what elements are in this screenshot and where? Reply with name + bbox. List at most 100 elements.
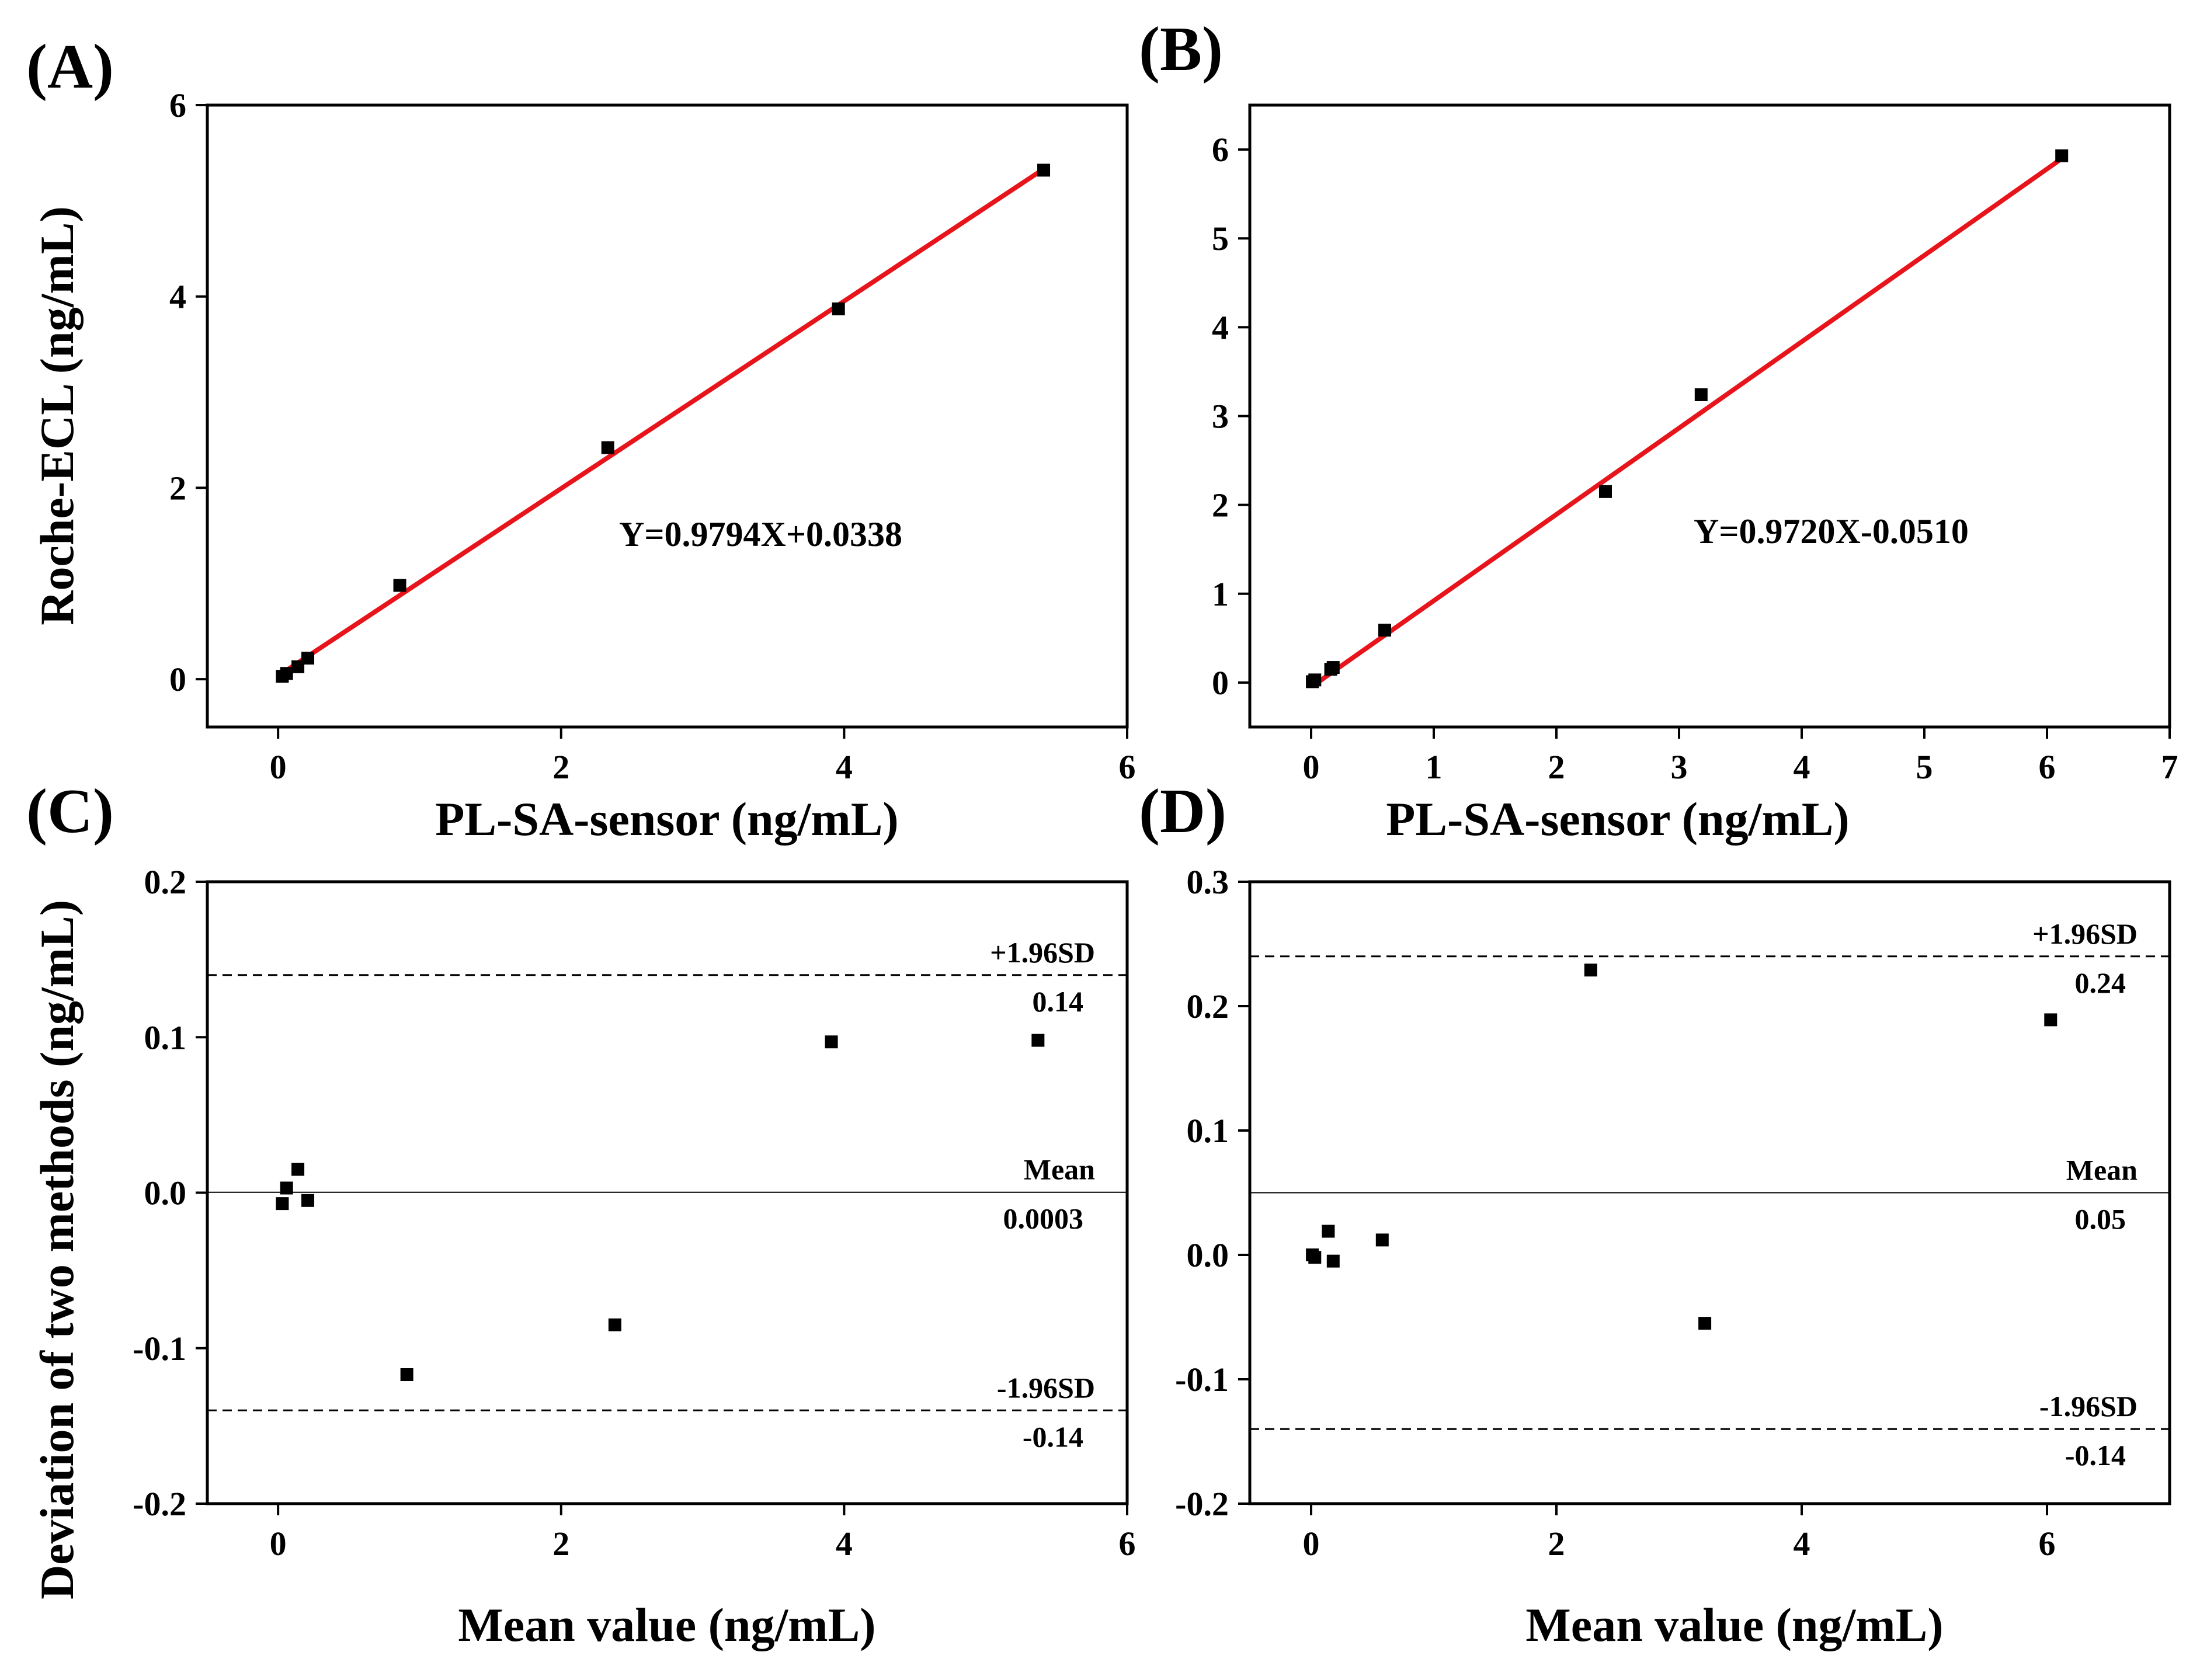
x-tick-label: 2 [1548, 1525, 1565, 1563]
ref-line-value: -0.14 [1023, 1420, 1083, 1453]
panel-label: (B) [1139, 15, 1223, 84]
y-tick-label: 2 [1212, 486, 1229, 524]
x-axis-title: Mean value (ng/mL) [1525, 1598, 1943, 1651]
data-point [280, 667, 293, 680]
x-tick-label: 2 [552, 1525, 569, 1563]
y-tick-label: 5 [1212, 220, 1229, 258]
x-tick-label: 0 [1303, 1525, 1320, 1563]
x-tick-label: 0 [270, 748, 287, 786]
data-point [393, 579, 406, 592]
x-tick-label: 4 [1794, 1525, 1810, 1563]
ref-line-label: Mean [2066, 1154, 2138, 1187]
data-point [301, 1194, 315, 1207]
y-tick-label: -0.1 [1175, 1361, 1229, 1399]
y-tick-label: -0.1 [133, 1330, 186, 1368]
x-tick-label: 4 [836, 1525, 853, 1563]
panel-c: (C) 0 2 4 6 -0.2 -0.1 0.0 0.1 0.2 Mean value (ng/m… [26, 777, 1136, 1651]
y-tick-label: 0.0 [1187, 1236, 1229, 1274]
y-tick-label: -0.2 [133, 1485, 186, 1523]
x-tick-label: 6 [1119, 1525, 1136, 1563]
y-tick-label: 0.1 [144, 1018, 187, 1056]
data-point [1698, 1317, 1712, 1330]
y-tick-label: 6 [169, 86, 186, 124]
y-tick-label: 0.2 [1187, 987, 1229, 1025]
x-tick-label: 0 [1303, 748, 1320, 786]
ref-line-value: 0.14 [1033, 985, 1084, 1018]
ref-line-value: 0.0003 [1003, 1202, 1084, 1235]
ref-line-label: +1.96SD [2032, 917, 2138, 950]
x-axis-title: PL-SA-sensor (ng/mL) [1386, 792, 1849, 846]
data-point [1378, 624, 1391, 637]
data-point [2044, 1013, 2057, 1027]
data-point [280, 1181, 293, 1195]
data-point [1584, 964, 1597, 977]
data-point [1375, 1233, 1389, 1247]
x-tick-label: 1 [1426, 748, 1443, 786]
ref-line-label: +1.96SD [990, 936, 1095, 969]
data-point [301, 652, 315, 665]
data-point [1599, 485, 1612, 498]
data-point [276, 1197, 289, 1211]
data-point [291, 660, 305, 673]
x-tick-label: 7 [2161, 748, 2178, 786]
data-point [832, 302, 845, 315]
panel-label: (D) [1139, 777, 1226, 846]
x-tick-label: 4 [836, 748, 853, 786]
regression-equation: Y=0.9720X-0.0510 [1694, 512, 1969, 551]
data-point [2055, 149, 2069, 162]
ref-line-label: -1.96SD [997, 1371, 1095, 1404]
x-tick-label: 2 [552, 748, 569, 786]
y-tick-label: 3 [1212, 398, 1229, 436]
data-point [1308, 1251, 1322, 1264]
data-point [608, 1318, 621, 1331]
data-point [1308, 673, 1322, 687]
y-tick-label: -0.2 [1175, 1485, 1229, 1523]
ref-line-value: 0.05 [2075, 1203, 2126, 1236]
data-point [291, 1163, 305, 1176]
x-tick-label: 5 [1916, 748, 1933, 786]
data-point [400, 1368, 413, 1382]
ref-line-label: -1.96SD [2039, 1390, 2138, 1422]
panel-a: (A) 0 2 4 6 0 2 4 6 PL-SA-sensor (ng/mL) Roche-ECL… [26, 32, 1136, 846]
panel-label: (C) [26, 777, 114, 846]
data-point [825, 1035, 838, 1049]
x-tick-label: 4 [1794, 748, 1810, 786]
y-tick-label: 0.3 [1187, 863, 1229, 901]
panel-b: (B) 0 1 2 3 4 5 6 7 0 1 2 3 4 5 6 PL-SA-sensor (ng/mL) Y=… [1139, 15, 2178, 846]
y-tick-label: 0 [1212, 664, 1229, 702]
data-point [1326, 661, 1340, 674]
y-tick-label: 6 [1212, 131, 1229, 169]
y-axis-title: Deviation of two methods (ng/mL) [30, 900, 84, 1599]
ref-line-value: 0.24 [2075, 966, 2126, 999]
y-tick-label: 1 [1212, 575, 1229, 613]
y-tick-label: 0.0 [144, 1174, 187, 1212]
x-tick-label: 3 [1671, 748, 1688, 786]
plot-frame [206, 103, 1129, 729]
y-tick-label: 2 [169, 469, 186, 507]
y-tick-label: 0.1 [1187, 1112, 1229, 1150]
y-tick-label: 0 [169, 660, 186, 698]
data-point [1326, 1254, 1340, 1268]
data-point [1322, 1225, 1335, 1238]
x-axis-title: PL-SA-sensor (ng/mL) [435, 792, 898, 846]
x-tick-label: 6 [2039, 748, 2056, 786]
ref-line-value: -0.14 [2065, 1439, 2126, 1472]
y-axis-title: Roche-ECL (ng/mL) [30, 206, 84, 625]
ref-line-label: Mean [1024, 1153, 1095, 1186]
data-point [1694, 388, 1708, 401]
y-tick-label: 4 [1212, 308, 1229, 346]
regression-equation: Y=0.9794X+0.0338 [619, 515, 902, 554]
data-point [1031, 1034, 1045, 1047]
panel-d: (D) 0 2 4 6 -0.2 -0.1 0.0 0.1 0.2 0.3 Mean value (n… [1139, 777, 2171, 1651]
x-tick-label: 6 [1119, 748, 1136, 786]
x-axis-title: Mean value (ng/mL) [458, 1598, 875, 1651]
x-tick-label: 2 [1548, 748, 1565, 786]
fit-line [281, 167, 1045, 676]
data-point [601, 441, 614, 454]
data-point [1037, 164, 1051, 177]
x-tick-label: 6 [2039, 1525, 2056, 1563]
x-tick-label: 0 [270, 1525, 287, 1563]
y-tick-label: 0.2 [144, 863, 187, 901]
panel-label: (A) [26, 32, 114, 102]
